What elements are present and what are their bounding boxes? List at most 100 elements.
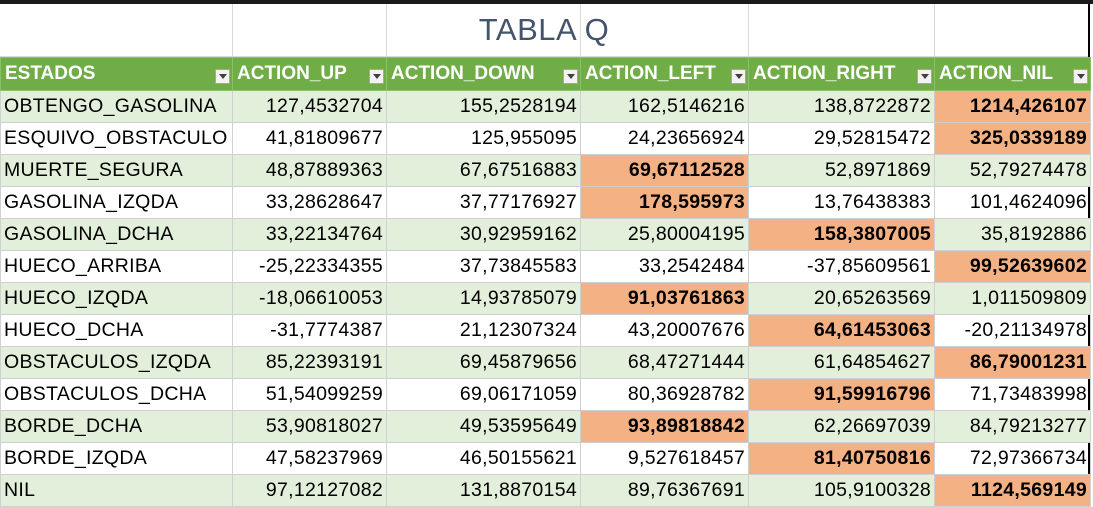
value-cell[interactable]: 43,20007676 bbox=[580, 314, 749, 347]
column-header-action-right[interactable]: ACTION_RIGHT bbox=[748, 57, 935, 91]
header-label: ACTION_LEFT bbox=[585, 62, 716, 84]
header-label: ACTION_NIL bbox=[939, 62, 1053, 84]
table-row: OBSTACULOS_IZQDA 85,22393191 69,45879656 68… bbox=[0, 346, 1091, 379]
state-cell[interactable]: GASOLINA_DCHA bbox=[0, 218, 233, 251]
value-cell[interactable]: 1,011509809 bbox=[934, 282, 1091, 315]
value-cell[interactable]: 41,81809677 bbox=[232, 122, 387, 155]
column-header-action-left[interactable]: ACTION_LEFT bbox=[580, 57, 749, 91]
state-cell[interactable]: BORDE_DCHA bbox=[0, 410, 233, 443]
value-cell[interactable]: -37,85609561 bbox=[748, 250, 935, 283]
value-cell[interactable]: 51,54099259 bbox=[232, 378, 387, 411]
max-value-cell[interactable]: 93,89818842 bbox=[580, 410, 749, 443]
value-cell[interactable]: 24,23656924 bbox=[580, 122, 749, 155]
value-cell[interactable]: 30,92959162 bbox=[386, 218, 581, 251]
max-value-cell[interactable]: 158,3807005 bbox=[748, 218, 935, 251]
value-cell[interactable]: 138,8722872 bbox=[748, 90, 935, 123]
state-cell[interactable]: HUECO_ARRIBA bbox=[0, 250, 233, 283]
value-cell[interactable]: 61,64854627 bbox=[748, 346, 935, 379]
value-cell[interactable]: 49,53595649 bbox=[386, 410, 581, 443]
gridline bbox=[580, 4, 581, 56]
max-value-cell[interactable]: 91,59916796 bbox=[748, 378, 935, 411]
state-cell[interactable]: HUECO_IZQDA bbox=[0, 282, 233, 315]
value-cell[interactable]: 101,4624096 bbox=[934, 186, 1091, 219]
max-value-cell[interactable]: 325,0339189 bbox=[934, 122, 1091, 155]
value-cell[interactable]: 62,26697039 bbox=[748, 410, 935, 443]
value-cell[interactable]: 84,79213277 bbox=[934, 410, 1091, 443]
value-cell[interactable]: -31,7774387 bbox=[232, 314, 387, 347]
value-cell[interactable]: 67,67516883 bbox=[386, 154, 581, 187]
state-cell[interactable]: NIL bbox=[0, 474, 233, 507]
state-cell[interactable]: HUECO_DCHA bbox=[0, 314, 233, 347]
value-cell[interactable]: 33,28628647 bbox=[232, 186, 387, 219]
state-cell[interactable]: ESQUIVO_OBSTACULO bbox=[0, 122, 233, 155]
column-header-action-nil[interactable]: ACTION_NIL bbox=[934, 57, 1091, 91]
value-cell[interactable]: 131,8870154 bbox=[386, 474, 581, 507]
max-value-cell[interactable]: 1124,569149 bbox=[934, 474, 1091, 507]
value-cell[interactable]: 52,8971869 bbox=[748, 154, 935, 187]
max-value-cell[interactable]: 178,595973 bbox=[580, 186, 749, 219]
state-cell[interactable]: OBSTACULOS_IZQDA bbox=[0, 346, 233, 379]
column-header-action-up[interactable]: ACTION_UP bbox=[232, 57, 387, 91]
value-cell[interactable]: 33,2542484 bbox=[580, 250, 749, 283]
value-cell[interactable]: 71,73483998 bbox=[934, 378, 1091, 411]
max-value-cell[interactable]: 69,67112528 bbox=[580, 154, 749, 187]
value-cell[interactable]: 47,58237969 bbox=[232, 442, 387, 475]
table-row: HUECO_DCHA -31,7774387 21,12307324 43,20007… bbox=[0, 314, 1091, 347]
filter-dropdown-icon[interactable] bbox=[563, 69, 578, 84]
value-cell[interactable]: 68,47271444 bbox=[580, 346, 749, 379]
filter-dropdown-icon[interactable] bbox=[369, 69, 384, 84]
value-cell[interactable]: 21,12307324 bbox=[386, 314, 581, 347]
value-cell[interactable]: -20,21134978 bbox=[934, 314, 1091, 347]
value-cell[interactable]: 69,06171059 bbox=[386, 378, 581, 411]
table-row: GASOLINA_DCHA 33,22134764 30,92959162 25,80… bbox=[0, 218, 1091, 251]
value-cell[interactable]: 9,527618457 bbox=[580, 442, 749, 475]
state-cell[interactable]: OBSTACULOS_DCHA bbox=[0, 378, 233, 411]
value-cell[interactable]: 46,50155621 bbox=[386, 442, 581, 475]
gridline bbox=[934, 4, 935, 56]
max-value-cell[interactable]: 86,79001231 bbox=[934, 346, 1091, 379]
value-cell[interactable]: 85,22393191 bbox=[232, 346, 387, 379]
table-row: OBTENGO_GASOLINA 127,4532704 155,2528194 16… bbox=[0, 90, 1091, 123]
value-cell[interactable]: 48,87889363 bbox=[232, 154, 387, 187]
max-value-cell[interactable]: 1214,426107 bbox=[934, 90, 1091, 123]
value-cell[interactable]: 13,76438383 bbox=[748, 186, 935, 219]
value-cell[interactable]: 97,12127082 bbox=[232, 474, 387, 507]
value-cell[interactable]: 33,22134764 bbox=[232, 218, 387, 251]
gridline bbox=[748, 4, 749, 56]
value-cell[interactable]: 127,4532704 bbox=[232, 90, 387, 123]
filter-dropdown-icon[interactable] bbox=[1073, 69, 1088, 84]
value-cell[interactable]: 35,8192886 bbox=[934, 218, 1091, 251]
value-cell[interactable]: 72,97366734 bbox=[934, 442, 1091, 475]
value-cell[interactable]: 89,76367691 bbox=[580, 474, 749, 507]
value-cell[interactable]: 25,80004195 bbox=[580, 218, 749, 251]
table-row: GASOLINA_IZQDA 33,28628647 37,77176927 178,… bbox=[0, 186, 1091, 219]
state-cell[interactable]: GASOLINA_IZQDA bbox=[0, 186, 233, 219]
filter-dropdown-icon[interactable] bbox=[917, 69, 932, 84]
max-value-cell[interactable]: 64,61453063 bbox=[748, 314, 935, 347]
value-cell[interactable]: 14,93785079 bbox=[386, 282, 581, 315]
state-cell[interactable]: MUERTE_SEGURA bbox=[0, 154, 233, 187]
max-value-cell[interactable]: 99,52639602 bbox=[934, 250, 1091, 283]
value-cell[interactable]: -18,06610053 bbox=[232, 282, 387, 315]
value-cell[interactable]: 29,52815472 bbox=[748, 122, 935, 155]
value-cell[interactable]: 80,36928782 bbox=[580, 378, 749, 411]
value-cell[interactable]: 52,79274478 bbox=[934, 154, 1091, 187]
value-cell[interactable]: 105,9100328 bbox=[748, 474, 935, 507]
state-cell[interactable]: OBTENGO_GASOLINA bbox=[0, 90, 233, 123]
max-value-cell[interactable]: 81,40750816 bbox=[748, 442, 935, 475]
value-cell[interactable]: 125,955095 bbox=[386, 122, 581, 155]
column-header-action-down[interactable]: ACTION_DOWN bbox=[386, 57, 581, 91]
state-cell[interactable]: BORDE_IZQDA bbox=[0, 442, 233, 475]
value-cell[interactable]: 37,77176927 bbox=[386, 186, 581, 219]
max-value-cell[interactable]: 91,03761863 bbox=[580, 282, 749, 315]
value-cell[interactable]: 155,2528194 bbox=[386, 90, 581, 123]
value-cell[interactable]: 37,73845583 bbox=[386, 250, 581, 283]
filter-dropdown-icon[interactable] bbox=[215, 69, 230, 84]
value-cell[interactable]: -25,22334355 bbox=[232, 250, 387, 283]
value-cell[interactable]: 53,90818027 bbox=[232, 410, 387, 443]
value-cell[interactable]: 162,5146216 bbox=[580, 90, 749, 123]
filter-dropdown-icon[interactable] bbox=[731, 69, 746, 84]
value-cell[interactable]: 69,45879656 bbox=[386, 346, 581, 379]
value-cell[interactable]: 20,65263569 bbox=[748, 282, 935, 315]
column-header-estados[interactable]: ESTADOS bbox=[0, 57, 233, 91]
